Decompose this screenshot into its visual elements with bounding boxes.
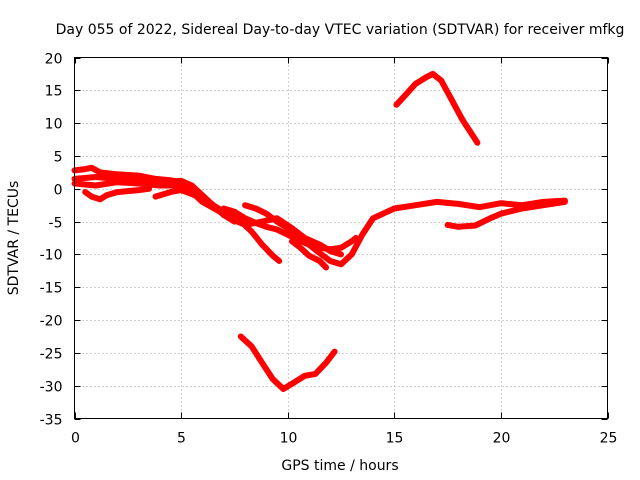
y-tick-label: 10 bbox=[45, 117, 63, 133]
y-tick-label: 20 bbox=[45, 52, 63, 68]
series-line-arc-5 bbox=[152, 187, 217, 209]
series-line-arc-9 bbox=[393, 70, 481, 146]
x-tick-label: 10 bbox=[280, 431, 298, 447]
data-series-group bbox=[71, 70, 568, 392]
x-tick-label: 15 bbox=[386, 431, 404, 447]
y-tick-labels: 20 15 10 5 0 -5 -10 -15 -20 -25 -30 -35 bbox=[40, 52, 63, 429]
grid-lines bbox=[74, 57, 608, 419]
series-line-arc-6 bbox=[220, 205, 359, 253]
x-axis-label: GPS time / hours bbox=[281, 458, 398, 474]
x-tick-label: 5 bbox=[177, 431, 186, 447]
y-tick-label: 0 bbox=[54, 183, 63, 199]
series-line-arc-7 bbox=[242, 197, 568, 268]
plot-frame bbox=[74, 57, 608, 419]
y-tick-label: -10 bbox=[40, 248, 63, 264]
x-tick-label: 0 bbox=[71, 431, 80, 447]
x-tick-labels: 0 5 10 15 20 25 bbox=[71, 431, 617, 447]
series-line-arc-10 bbox=[444, 198, 568, 230]
y-axis-label: SDTVAR / TECUs bbox=[6, 181, 22, 296]
series-line-arc-4 bbox=[82, 185, 153, 203]
y-tick-label: -35 bbox=[40, 413, 63, 429]
series-line-arc-11 bbox=[237, 333, 338, 392]
y-tick-label: -25 bbox=[40, 347, 63, 363]
y-tick-label: 5 bbox=[54, 150, 63, 166]
series-line-arc-8 bbox=[289, 238, 330, 271]
axis-ticks bbox=[74, 57, 609, 420]
chart-title: Day 055 of 2022, Sidereal Day-to-day VTE… bbox=[56, 22, 625, 38]
x-tick-label: 20 bbox=[493, 431, 511, 447]
x-tick-label: 25 bbox=[600, 431, 618, 447]
y-tick-label: -30 bbox=[40, 380, 63, 396]
y-tick-label: -5 bbox=[49, 216, 63, 232]
y-tick-label: -15 bbox=[40, 281, 63, 297]
y-tick-label: 15 bbox=[45, 84, 63, 100]
y-tick-label: -20 bbox=[40, 314, 63, 330]
